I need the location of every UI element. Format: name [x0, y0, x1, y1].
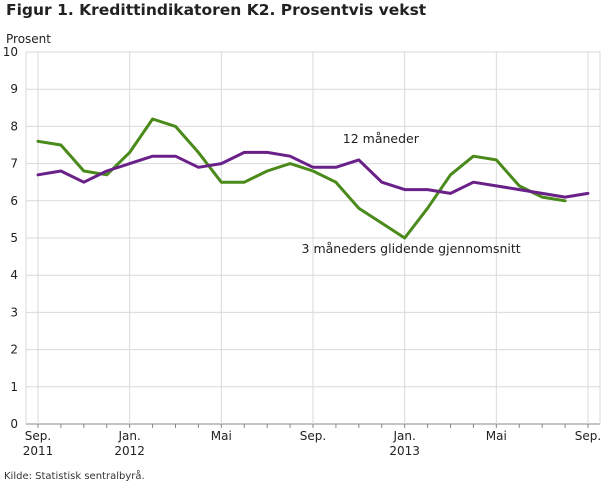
x-tick-label: Mai [486, 429, 507, 443]
y-tick-label: 0 [10, 417, 18, 431]
annotations: 12 måneder 3 måneders glidende gjennomsni… [302, 131, 521, 256]
x-tick-year-label: 2011 [23, 444, 54, 458]
x-tick-label: Sep. [300, 429, 326, 443]
y-tick-label: 5 [10, 231, 18, 245]
x-tick-label: Sep. [575, 429, 601, 443]
y-tick-label: 6 [10, 194, 18, 208]
y-tick-label: 2 [10, 343, 18, 357]
x-tick-label: Mai [211, 429, 232, 443]
series-line-3-maaneders-snitt [36, 117, 567, 240]
y-axis-ticks: 0 1 2 3 4 5 6 7 8 9 10 [3, 45, 18, 431]
y-tick-label: 3 [10, 305, 18, 319]
y-axis-label: Prosent [6, 32, 51, 46]
x-tick-label: Jan. [118, 429, 141, 443]
y-tick-label: 4 [10, 268, 18, 282]
series-line-12-maaneder [36, 150, 590, 199]
grid-lines [25, 51, 601, 425]
y-tick-label: 7 [10, 157, 18, 171]
y-tick-label: 1 [10, 380, 18, 394]
x-tick-label: Sep. [25, 429, 51, 443]
source-note: Kilde: Statistisk sentralbyrå. [4, 471, 145, 482]
figure-title: Figur 1. Kredittindikatoren K2. Prosentv… [6, 1, 427, 19]
y-tick-label: 9 [10, 82, 18, 96]
y-tick-label: 8 [10, 119, 18, 133]
series-lines [36, 117, 590, 240]
x-tick-label: Jan. [393, 429, 416, 443]
series-annotation: 12 måneder [343, 131, 420, 146]
x-tick-year-label: 2013 [389, 444, 420, 458]
x-tick-year-label: 2012 [114, 444, 145, 458]
series-annotation: 3 måneders glidende gjennomsnitt [302, 241, 521, 256]
y-tick-label: 10 [3, 45, 18, 59]
